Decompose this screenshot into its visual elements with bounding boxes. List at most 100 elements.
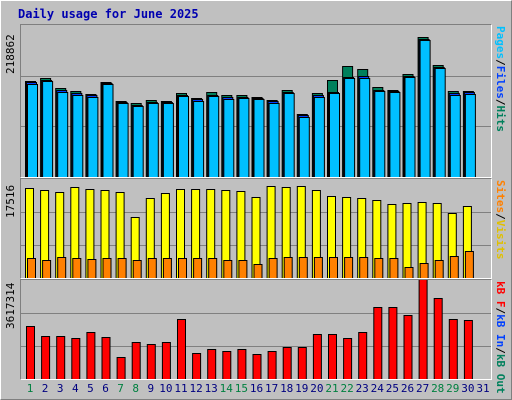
day-label-29: 29 bbox=[446, 382, 460, 395]
pages-bar-day-5 bbox=[87, 97, 99, 177]
kbf-bar-day-9 bbox=[146, 344, 156, 379]
day-label-3: 3 bbox=[56, 382, 64, 395]
day-label-17: 17 bbox=[264, 382, 279, 395]
day-label-24: 24 bbox=[370, 382, 384, 395]
pages-bar-day-14 bbox=[223, 99, 235, 177]
kbytes-ymax-label: 3617314 bbox=[4, 282, 17, 329]
day-label-1: 1 bbox=[26, 382, 34, 395]
pages-bar-day-22 bbox=[344, 78, 356, 177]
kbf-bar-day-22 bbox=[343, 338, 353, 379]
day-label-26: 26 bbox=[400, 382, 415, 395]
legend-item-2: Files bbox=[494, 65, 507, 99]
day-label-14: 14 bbox=[219, 382, 233, 395]
kbf-bar-day-17 bbox=[267, 351, 277, 379]
kbytes-chart-svg bbox=[21, 280, 491, 379]
sites-bar-day-2 bbox=[42, 260, 52, 278]
day-label-20: 20 bbox=[310, 382, 324, 395]
sites-bar-day-30 bbox=[464, 251, 474, 278]
pages-bar-day-12 bbox=[193, 101, 205, 177]
kbf-bar-day-13 bbox=[207, 349, 217, 379]
visits-bar-day-8 bbox=[130, 217, 140, 278]
legend-item-1: / bbox=[494, 213, 507, 220]
visits-bar-day-7 bbox=[115, 192, 125, 278]
legend-item-2: Visits bbox=[494, 219, 507, 260]
pages-bar-day-13 bbox=[208, 96, 220, 177]
sites-bar-day-27 bbox=[419, 263, 429, 278]
sites-bar-day-8 bbox=[132, 260, 142, 278]
pages-bar-day-3 bbox=[57, 92, 69, 177]
pages-bar-day-23 bbox=[359, 78, 371, 177]
sites-bar-day-12 bbox=[193, 258, 203, 278]
kbf-bar-day-19 bbox=[297, 347, 307, 379]
visits-bar-day-30 bbox=[462, 206, 472, 278]
sites-bar-day-6 bbox=[102, 258, 112, 278]
visits-bar-day-2 bbox=[40, 190, 50, 278]
day-label-16: 16 bbox=[249, 382, 264, 395]
hits-ymax-label: 218862 bbox=[4, 34, 17, 74]
legend-item-1: / bbox=[494, 59, 507, 66]
legend-item-0: Sites bbox=[494, 180, 507, 214]
day-label-25: 25 bbox=[385, 382, 400, 395]
sites-bar-day-19 bbox=[298, 257, 308, 278]
visits-bar-day-10 bbox=[160, 193, 170, 278]
kbf-bar-day-15 bbox=[237, 349, 247, 379]
pages-bar-day-2 bbox=[42, 81, 54, 177]
day-label-21: 21 bbox=[325, 382, 339, 395]
sites-bar-day-11 bbox=[178, 258, 187, 278]
visits-bar-day-26 bbox=[402, 203, 412, 278]
visits-bar-day-9 bbox=[145, 198, 155, 278]
visits-bar-day-18 bbox=[281, 187, 291, 278]
kbf-bar-day-12 bbox=[192, 353, 202, 379]
pages-bar-day-25 bbox=[389, 92, 401, 177]
pages-bar-day-28 bbox=[434, 68, 446, 177]
sites-bar-day-5 bbox=[87, 259, 97, 278]
legend-sites-visits: Sites/Visits bbox=[493, 180, 507, 277]
legend-item-2: kB In bbox=[494, 314, 507, 348]
sites-bar-day-13 bbox=[208, 258, 218, 278]
visits-bar-day-3 bbox=[55, 192, 65, 278]
day-label-9: 9 bbox=[147, 382, 155, 395]
sites-bar-day-3 bbox=[57, 257, 67, 278]
day-label-18: 18 bbox=[280, 382, 294, 395]
day-label-5: 5 bbox=[87, 382, 94, 395]
day-label-27: 27 bbox=[415, 382, 430, 395]
visits-bar-day-11 bbox=[176, 189, 185, 278]
visits-ymax-label: 17516 bbox=[4, 184, 17, 218]
visits-bar-day-12 bbox=[191, 189, 201, 278]
kbf-bar-day-16 bbox=[252, 354, 262, 379]
pages-bar-day-30 bbox=[464, 94, 476, 177]
kbf-bar-day-14 bbox=[222, 351, 232, 379]
pages-bar-day-15 bbox=[238, 98, 250, 177]
pages-bar-day-29 bbox=[449, 95, 461, 177]
visits-bar-day-25 bbox=[387, 204, 397, 278]
pages-bar-day-17 bbox=[268, 103, 280, 177]
kbf-bar-day-11 bbox=[177, 319, 186, 379]
sites-bar-day-26 bbox=[404, 267, 414, 278]
kbytes-panel bbox=[20, 279, 492, 380]
sites-bar-day-23 bbox=[359, 257, 369, 278]
sites-bar-day-25 bbox=[389, 258, 399, 278]
day-label-30: 30 bbox=[461, 382, 475, 395]
visits-bar-day-13 bbox=[206, 189, 216, 278]
day-label-31: 31 bbox=[476, 382, 490, 395]
visits-bar-day-29 bbox=[447, 213, 457, 278]
hits-chart-svg bbox=[21, 37, 491, 177]
legend-item-4: kB Out bbox=[494, 353, 507, 394]
pages-bar-day-1 bbox=[27, 84, 38, 177]
visits-bar-day-28 bbox=[432, 203, 442, 278]
day-label-4: 4 bbox=[71, 382, 79, 395]
pages-bar-day-16 bbox=[253, 99, 265, 177]
sites-bar-day-24 bbox=[374, 258, 384, 278]
day-label-7: 7 bbox=[117, 382, 124, 395]
visits-bar-day-15 bbox=[236, 191, 246, 278]
legend-kbytes: kB F/kB In/kB Out bbox=[493, 281, 507, 394]
kbf-bar-day-23 bbox=[358, 332, 368, 379]
legend-item-1: / bbox=[494, 307, 507, 315]
visits-bar-day-19 bbox=[296, 186, 306, 278]
day-label-15: 15 bbox=[234, 382, 249, 395]
kbf-bar-day-28 bbox=[433, 298, 443, 379]
visits-chart-svg bbox=[21, 186, 491, 278]
legend-item-0: Pages bbox=[494, 26, 507, 60]
kbf-bar-day-7 bbox=[116, 357, 126, 379]
sites-bar-day-22 bbox=[344, 257, 354, 278]
